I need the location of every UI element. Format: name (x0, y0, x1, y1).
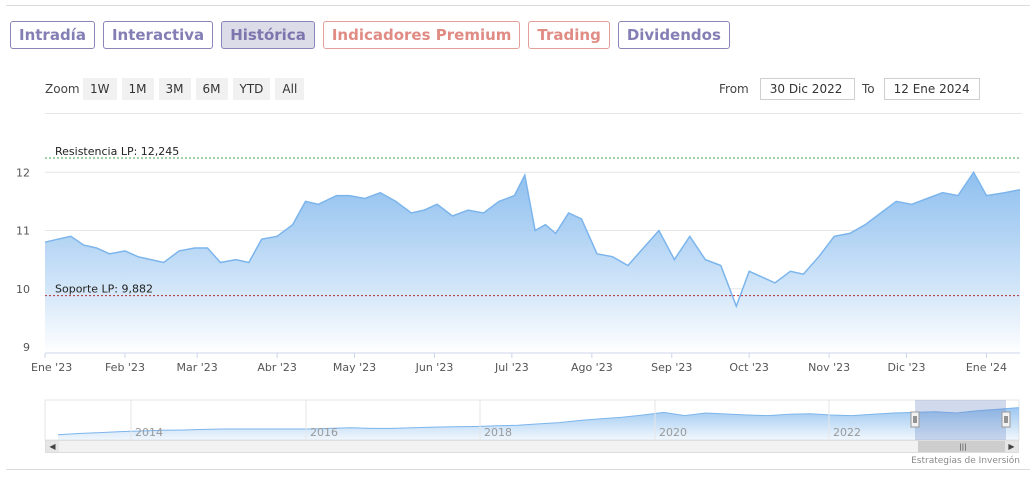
x-tick-label: Sep '23 (651, 361, 692, 374)
x-tick-label: Nov '23 (808, 361, 850, 374)
price-area (44, 170, 1021, 353)
x-tick-label: Ago '23 (571, 361, 613, 374)
scroll-left-icon[interactable]: ◀ (46, 441, 59, 452)
y-tick-label: 9 (23, 341, 30, 354)
to-date-input[interactable]: 12 Ene 2024 (883, 78, 980, 100)
navigator-line (57, 407, 1020, 436)
range-to: To 12 Ene 2024 (862, 78, 980, 100)
y-tick-label: 10 (16, 283, 30, 296)
handle-grip-icon[interactable] (910, 411, 920, 428)
scroll-right-icon[interactable]: ▶ (1005, 441, 1018, 452)
handle-grip-icon[interactable] (1001, 411, 1011, 428)
x-tick-label: Abr '23 (257, 361, 297, 374)
zoom-all-button[interactable]: All (275, 78, 305, 100)
tab-interactiva[interactable]: Interactiva (102, 21, 214, 49)
chart-tabs: Intradía Interactiva Histórica Indicadores … (10, 21, 738, 49)
navigator-tick-label: 2020 (659, 426, 687, 439)
x-tick-label: Feb '23 (105, 361, 145, 374)
x-tick-label: Jun '23 (415, 361, 454, 374)
zoom-buttons: 1W 1M 3M 6M YTD All (83, 78, 309, 100)
y-axis: 9 10 11 12 (16, 166, 30, 354)
scrollbar-thumb[interactable]: ||| (918, 441, 1008, 452)
navigator-left-handle[interactable] (910, 411, 920, 428)
zoom-1m-button[interactable]: 1M (121, 78, 154, 100)
y-tick-label: 11 (16, 225, 30, 238)
y-tick-label: 12 (16, 166, 30, 179)
series-line (44, 170, 1021, 309)
navigator-selection[interactable] (915, 400, 1006, 440)
tab-intrad-a[interactable]: Intradía (10, 21, 95, 49)
x-tick-label: Dic '23 (887, 361, 925, 374)
x-tick-label: Oct '23 (729, 361, 769, 374)
range-from: From 30 Dic 2022 (719, 78, 855, 100)
annotation-label: Resistencia LP: 12,245 (55, 145, 179, 158)
toolbar-divider (45, 113, 1022, 114)
zoom-6m-button[interactable]: 6M (195, 78, 228, 100)
top-divider (6, 5, 1030, 6)
x-tick-label: Ene '24 (966, 361, 1007, 374)
from-label: From (719, 82, 749, 96)
x-tick-label: Mar '23 (177, 361, 218, 374)
navigator-area (58, 407, 1019, 440)
navigator-tick-label: 2016 (310, 426, 338, 439)
x-tick-label: Jul '23 (494, 361, 529, 374)
from-date-input[interactable]: 30 Dic 2022 (759, 78, 855, 100)
series-area-fill (45, 172, 1020, 353)
x-axis: Ene '23 Feb '23 Mar '23 Abr '23 May '23 Jun '… (31, 352, 1020, 374)
navigator-tick-label: 2018 (484, 426, 512, 439)
x-tick-label: May '23 (333, 361, 376, 374)
navigator-right-handle[interactable] (1001, 411, 1011, 428)
annotation-label: Soporte LP: 9,882 (55, 283, 153, 296)
bottom-divider (6, 469, 1030, 470)
x-tick-label: Ene '23 (31, 361, 72, 374)
to-label: To (862, 82, 875, 96)
tab-trading[interactable]: Trading (528, 21, 610, 49)
navigator-scrollbar[interactable]: ◀ ||| ▶ (45, 440, 1019, 453)
zoom-1w-button[interactable]: 1W (83, 78, 117, 100)
zoom-ytd-button[interactable]: YTD (232, 78, 271, 100)
chart-credit: Estrategias de Inversión (911, 456, 1020, 466)
zoom-label: Zoom (45, 82, 80, 96)
tab-hist-rica[interactable]: Histórica (221, 21, 315, 49)
chart-annotations: Resistencia LP: 12,245 Soporte LP: 9,882 (45, 145, 1020, 297)
navigator[interactable]: 2014 2016 2018 2020 2022 (44, 399, 1020, 441)
zoom-3m-button[interactable]: 3M (158, 78, 191, 100)
navigator-tick-label: 2022 (833, 426, 861, 439)
navigator-tick-label: 2014 (135, 426, 163, 439)
tab-dividendos[interactable]: Dividendos (617, 21, 730, 49)
tab-indicadores-premium[interactable]: Indicadores Premium (322, 21, 521, 49)
